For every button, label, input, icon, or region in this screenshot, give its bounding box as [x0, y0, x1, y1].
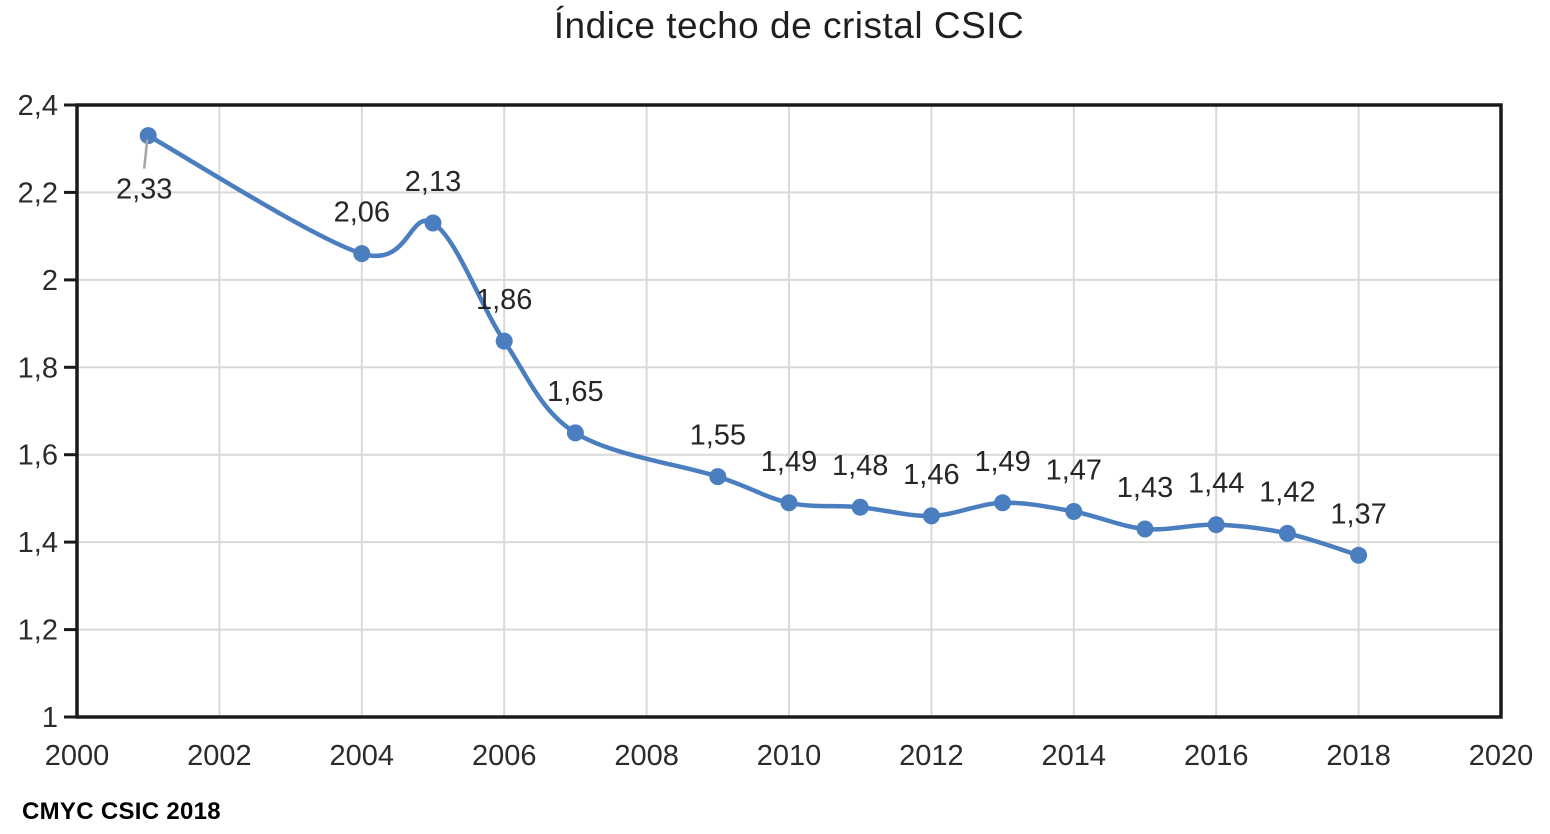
- data-label: 1,42: [1259, 476, 1315, 508]
- data-label: 1,46: [903, 459, 959, 491]
- y-tick-label: 2: [42, 265, 58, 297]
- x-tick-label: 2020: [1469, 740, 1534, 772]
- x-tick-label: 2010: [757, 740, 822, 772]
- data-label: 1,65: [547, 376, 603, 408]
- data-label: 1,44: [1188, 468, 1244, 500]
- source-caption: CMYC CSIC 2018: [22, 798, 221, 825]
- data-point: [851, 498, 869, 516]
- data-point: [424, 214, 442, 232]
- data-point: [1207, 516, 1225, 534]
- data-label: 1,43: [1117, 472, 1173, 504]
- data-label: 1,49: [974, 446, 1030, 478]
- y-tick-label: 2,2: [18, 177, 58, 209]
- y-tick-label: 1,8: [18, 352, 58, 384]
- data-point: [922, 507, 940, 525]
- data-point: [495, 332, 513, 350]
- data-label: 1,48: [832, 450, 888, 482]
- data-point: [353, 245, 371, 263]
- data-label: 2,33: [116, 174, 172, 206]
- data-label: 1,47: [1046, 455, 1102, 487]
- data-point: [1350, 546, 1368, 564]
- y-tick-label: 2,4: [18, 90, 58, 122]
- series-line: [145, 133, 1361, 558]
- x-tick-label: 2014: [1042, 740, 1107, 772]
- chart-title: Índice techo de cristal CSIC: [553, 5, 1025, 46]
- y-tick-label: 1,6: [18, 440, 58, 472]
- data-label: 2,06: [334, 197, 390, 229]
- x-tick-label: 2006: [472, 740, 537, 772]
- y-tick-label: 1: [42, 702, 58, 734]
- data-point: [566, 424, 584, 442]
- data-point: [1065, 503, 1083, 520]
- x-tick-label: 2000: [45, 740, 110, 772]
- data-label: 1,49: [761, 446, 817, 478]
- data-point: [139, 127, 157, 145]
- y-tick-label: 1,2: [18, 615, 58, 647]
- data-label: 2,13: [405, 166, 461, 198]
- data-point: [994, 494, 1012, 512]
- data-point: [780, 494, 798, 512]
- plot-border: [75, 103, 1503, 719]
- data-point: [1136, 520, 1154, 538]
- x-tick-label: 2004: [330, 740, 395, 772]
- data-label: 1,37: [1330, 498, 1386, 530]
- x-tick-label: 2012: [899, 740, 964, 772]
- x-tick-label: 2018: [1326, 740, 1391, 772]
- x-tick-label: 2016: [1184, 740, 1249, 772]
- y-tick-label: 1,4: [18, 527, 58, 559]
- x-tick-label: 2002: [187, 740, 252, 772]
- data-point: [1278, 524, 1296, 542]
- x-tick-label: 2008: [614, 740, 679, 772]
- data-label: 1,55: [690, 420, 746, 452]
- label-leader-line: [142, 139, 149, 169]
- data-label: 1,86: [476, 284, 532, 316]
- data-point: [709, 468, 727, 486]
